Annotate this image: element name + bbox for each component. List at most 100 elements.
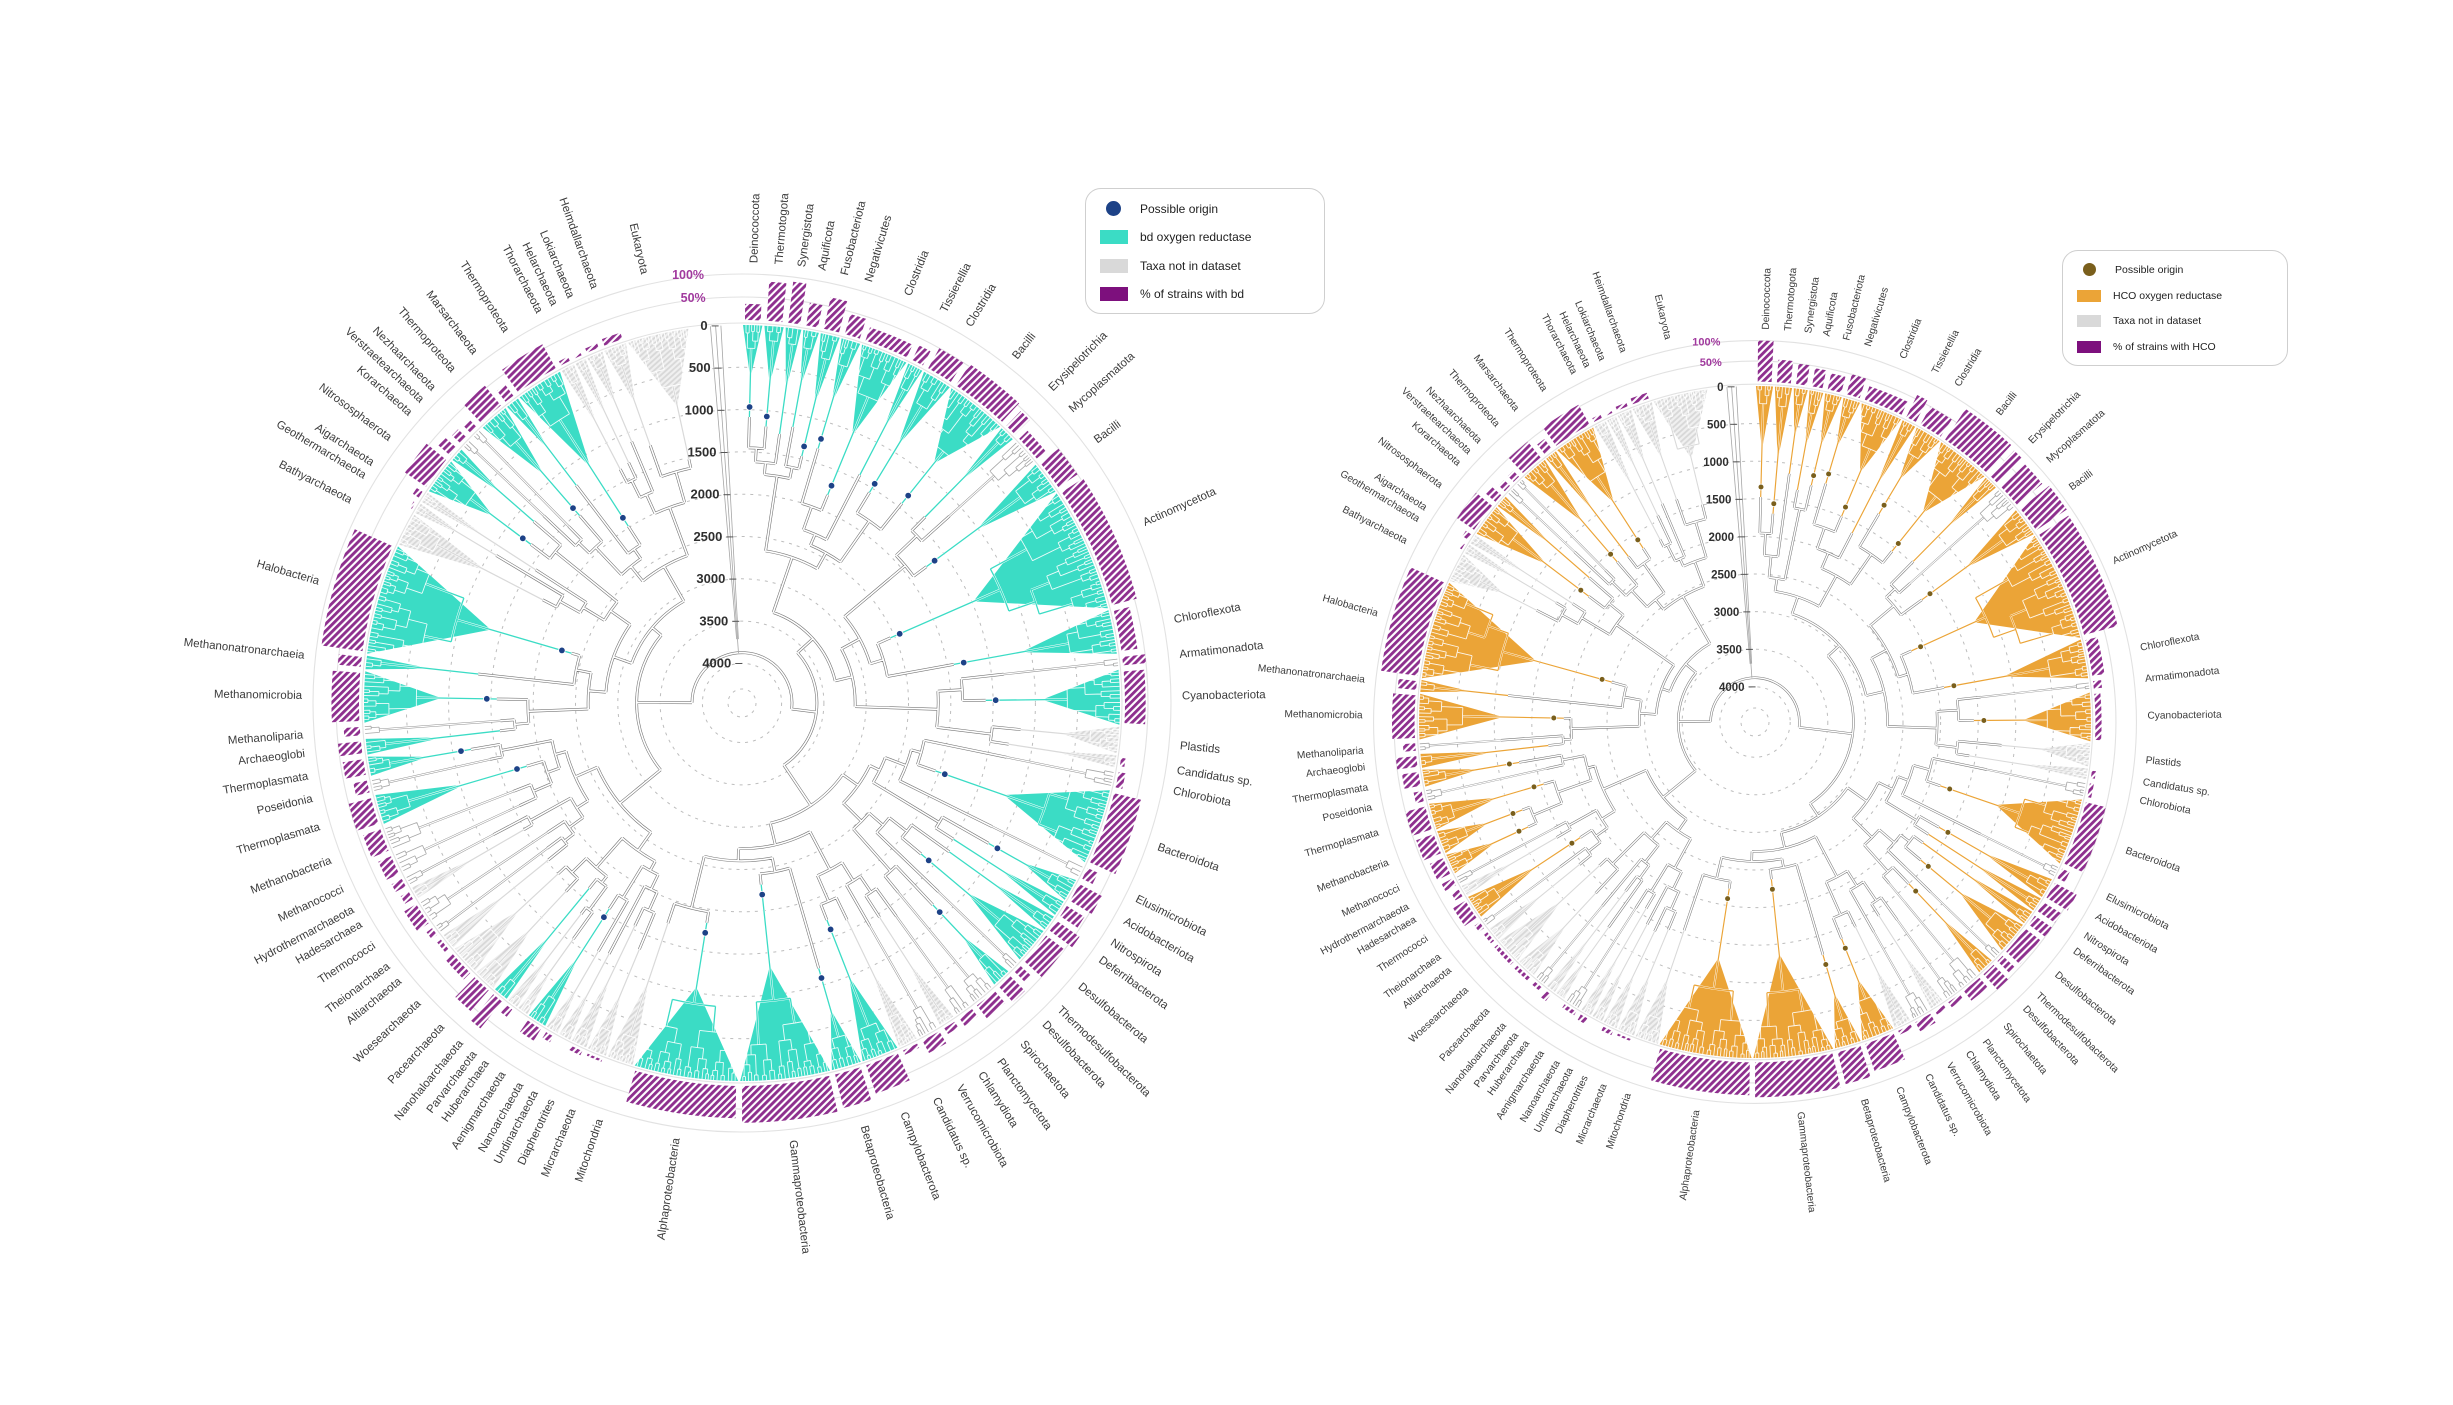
possible-origin-dot [826, 925, 835, 934]
taxon-label: Thermoplasmata [1292, 782, 1370, 806]
possible-origin-dot [871, 480, 879, 488]
possible-origin-dot [1530, 783, 1538, 791]
enzyme-swatch [1100, 230, 1128, 245]
possible-origin-dot [960, 658, 968, 667]
legend-row-origin: Possible origin [2077, 263, 2269, 276]
taxon-label: Campylobacterota [1893, 1085, 1934, 1166]
taxon-label: Methanobacteria [1316, 857, 1391, 895]
possible-origin-dot [1598, 676, 1606, 683]
percent-axis-tick-label: 100% [1692, 336, 1720, 348]
legend-label: Possible origin [2115, 263, 2184, 276]
taxon-label: Bacteroidota [1156, 841, 1222, 874]
time-axis-tick-label: 3500 [1716, 644, 1742, 656]
taxon-label: Clostridia [1953, 346, 1985, 388]
time-axis: 0 500 1000 1500 2000 2500 3000 3500 4000 100% 50% [672, 268, 743, 670]
taxon-label: Alphaproteobacteria [1678, 1109, 1702, 1201]
time-axis: 0 500 1000 1500 2000 2500 3000 3500 4000 100% 50% [1692, 336, 1756, 694]
possible-origin-dot [904, 491, 912, 500]
possible-origin-dot [1757, 483, 1765, 491]
possible-origin-dot [1634, 536, 1642, 544]
taxon-label: Clostridia [1898, 317, 1924, 361]
possible-origin-dot [1944, 829, 1952, 836]
possible-origin-dot [701, 929, 709, 937]
taxon-label: Negativicutes [863, 214, 894, 284]
time-axis-tick-label: 1000 [685, 402, 714, 417]
taxon-label: Methanomicrobia [1284, 709, 1363, 721]
possible-origin-dot [600, 913, 608, 921]
time-axis-tick-label: 2000 [1708, 532, 1734, 544]
percent-axis-tick-label: 50% [681, 291, 706, 305]
taxon-label: Methanonatronarchaeia [1257, 663, 1366, 686]
taxon-label: Bacilli [1092, 419, 1123, 447]
possible-origin-dot [817, 435, 825, 443]
taxon-label: Mitochondria [573, 1117, 606, 1184]
enzyme-swatch [2077, 289, 2101, 302]
taxon-label: Candidatus sp. [2142, 777, 2211, 798]
possible-origin-dot [483, 695, 491, 703]
legend-label: Taxa not in dataset [1140, 258, 1241, 273]
possible-origin-dot [1912, 887, 1919, 895]
time-axis-tick-label: 4000 [702, 655, 731, 670]
possible-origin-dot [763, 412, 771, 421]
taxon-label: Chlorobiota [2138, 795, 2192, 816]
taxon-label: Thermoproteota [457, 259, 511, 335]
possible-origin-dot [1769, 885, 1776, 893]
taxon-label: Methanobacteria [249, 855, 334, 897]
time-axis-tick-label: 2000 [691, 487, 720, 502]
percent-axis-tick-label: 100% [672, 268, 704, 282]
taxon-label: Methanonatronarchaeia [183, 637, 306, 662]
taxon-label: Poseidonia [256, 793, 315, 817]
taxon-label: Methanoliparia [1297, 746, 1365, 762]
possible-origin-dot [1607, 550, 1614, 558]
time-axis-tick-label: 0 [1717, 382, 1723, 394]
possible-origin-dot [1550, 714, 1558, 722]
legend-row-origin: Possible origin [1100, 201, 1306, 216]
taxon-label: Methanoliparia [228, 729, 305, 747]
percent-strains-swatch [2077, 340, 2101, 353]
possible-origin-dot [1895, 540, 1902, 547]
taxon-label: Halobacteria [1321, 593, 1379, 619]
legend-row-enzyme: bd oxygen reductase [1100, 230, 1306, 245]
time-axis-tick-label: 4000 [1719, 682, 1745, 694]
tree-panel-hco: Deinococcota Thermotogota Synergistota Aqui… [1257, 267, 2222, 1213]
possible-origin-dot [1810, 472, 1817, 479]
possible-origin-dot [745, 403, 754, 411]
possible-origin-dot [936, 908, 944, 916]
taxon-label: Chloroflexota [2139, 631, 2200, 653]
time-axis-tick-label: 1500 [1706, 494, 1732, 506]
time-axis-tick-label: 500 [1707, 419, 1726, 431]
possible-origin-dot [817, 974, 826, 982]
possible-origin-dot [1509, 810, 1517, 817]
taxon-label: Archaeoglobi [1306, 762, 1366, 780]
taxon-label: Synergistota [796, 202, 817, 268]
time-axis-tick-label: 3000 [1714, 607, 1740, 619]
taxon-label: Bacteroidota [2124, 846, 2182, 875]
taxon-label: Armatimonadota [1179, 640, 1265, 661]
possible-origin-dot [1926, 590, 1934, 597]
possible-origin-dot [1950, 682, 1958, 689]
time-axis-tick-label: 3000 [696, 571, 725, 586]
taxon-label: Fusobacteriota [1841, 273, 1868, 341]
taxon-label: Deinococcota [748, 193, 762, 264]
taxon-label: Alphaproteobacteria [656, 1137, 683, 1241]
taxon-label: Chlorobiota [1172, 785, 1233, 809]
possible-origin-dot [558, 646, 566, 655]
possible-origin-swatch [1106, 201, 1121, 216]
possible-origin-dot [1946, 785, 1953, 793]
possible-origin-dot [619, 514, 627, 522]
time-axis-tick-label: 500 [689, 360, 711, 375]
taxon-label: Poseidonia [1322, 802, 1374, 824]
taxon-label: Actinomycetota [1141, 486, 1218, 529]
taxon-label: Negativicutes [1863, 286, 1891, 348]
possible-origin-dot [1568, 839, 1576, 847]
time-axis-tick-label: 1000 [1703, 457, 1729, 469]
possible-origin-dot [800, 442, 808, 451]
possible-origin-dot [827, 482, 836, 490]
taxon-label: Tissierellia [1930, 328, 1962, 376]
legend-hco: Possible origin HCO oxygen reductase Tax… [2062, 250, 2288, 366]
time-axis-tick-label: 3500 [699, 613, 728, 628]
taxon-label: Methanomicrobia [214, 689, 303, 702]
possible-origin-dots [1506, 470, 1988, 968]
